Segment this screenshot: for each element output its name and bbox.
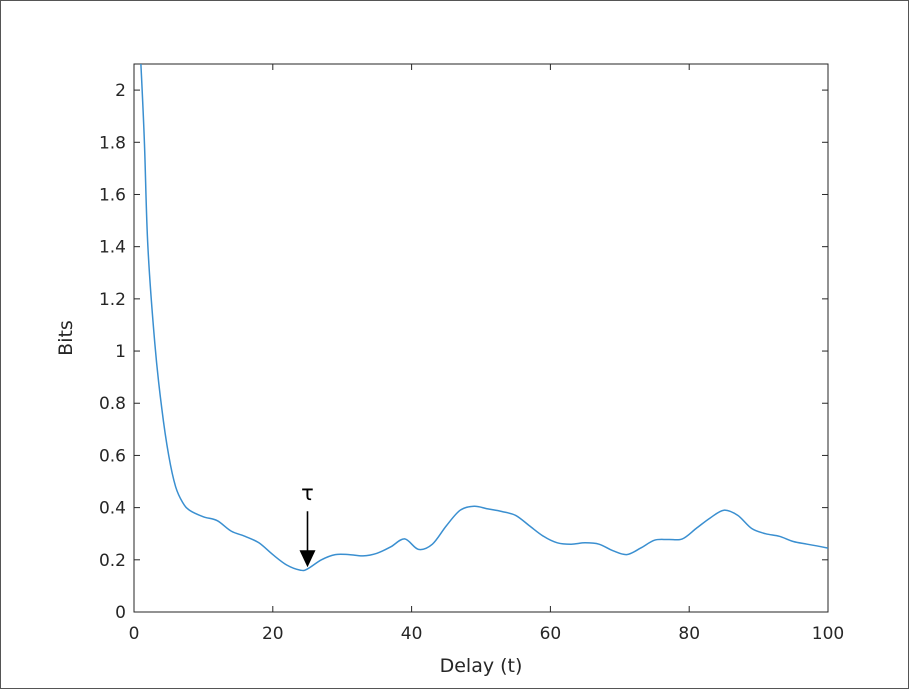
x-axis: 0 20 40 60 80 100: [129, 64, 844, 644]
y-tick-label: 0.4: [99, 499, 126, 519]
y-tick-label: 1.4: [99, 238, 126, 258]
y-tick-label: 0.8: [99, 394, 126, 414]
plot-area: [133, 63, 829, 613]
x-tick-label: 80: [678, 624, 700, 644]
y-axis: 0 0.2 0.4 0.6 0.8 1 1.2 1.4 1.6 1.8 2: [99, 81, 828, 623]
y-tick-label: 1.6: [99, 185, 126, 205]
tau-arrow-head: [299, 550, 316, 568]
x-axis-label: Delay (t): [440, 655, 523, 677]
y-tick-label: 1: [115, 342, 126, 362]
x-tick-label: 60: [540, 624, 562, 644]
y-axis-label: Bits: [55, 320, 77, 356]
y-tick-label: 0.2: [99, 551, 126, 571]
tau-label: τ: [301, 481, 314, 505]
y-tick-label: 2: [115, 81, 126, 101]
x-tick-label: 0: [129, 624, 140, 644]
x-tick-label: 20: [262, 624, 284, 644]
y-tick-label: 1.8: [99, 133, 126, 153]
y-tick-label: 1.2: [99, 290, 126, 310]
y-tick-label: 0: [115, 603, 126, 623]
x-tick-label: 40: [401, 624, 423, 644]
series-line: [140, 63, 829, 572]
tau-annotation: τ: [299, 481, 316, 568]
x-tick-label: 100: [812, 624, 844, 644]
y-tick-label: 0.6: [99, 446, 126, 466]
